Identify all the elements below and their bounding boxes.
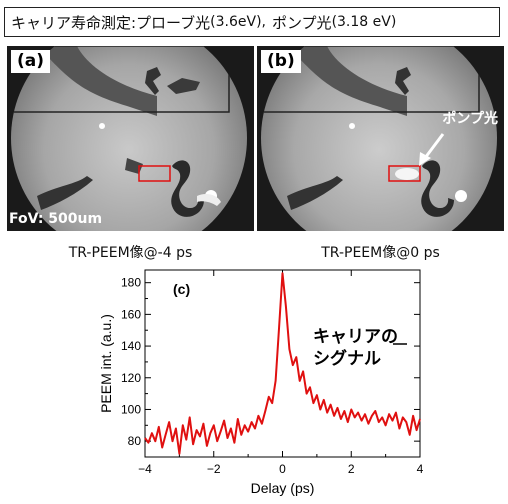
chart-panel-label: (c) <box>173 281 190 297</box>
peem-image-a-graphic <box>7 46 254 231</box>
y-tick-label: 100 <box>121 402 141 416</box>
y-tick-label: 160 <box>121 307 141 321</box>
fov-label: FoV: 500um <box>9 211 103 227</box>
y-tick-label: 140 <box>121 339 141 353</box>
x-tick-label: 0 <box>279 462 286 476</box>
title-probe-energy: (3.6eV), <box>210 14 266 30</box>
y-tick-label: 120 <box>121 371 141 385</box>
y-tick-label: 80 <box>128 434 142 448</box>
pump-arrow-shaft <box>423 133 445 159</box>
y-tick-label: 180 <box>121 276 141 290</box>
figure-title: キャリア寿命測定:プローブ光 (3.6eV), ポンプ光 (3.18 eV) <box>4 7 500 37</box>
carrier-signal-annotation-line2: シグナル <box>313 348 381 368</box>
title-main: キャリア寿命測定:プローブ光 <box>11 13 211 32</box>
delay-chart: −4 −2 0 2 4 80 100 120 140 160 180 Delay (ps) PEEM i… <box>98 269 424 496</box>
title-pump-energy: (3.18 eV) <box>331 14 397 30</box>
x-tick-label: −2 <box>207 462 221 476</box>
peem-image-b: (b) ポンプ光 <box>257 46 504 231</box>
peem-image-b-graphic <box>257 46 504 231</box>
carrier-signal-annotation-line1: キャリアの <box>313 327 398 346</box>
x-axis-label: Delay (ps) <box>251 480 315 496</box>
panel-a-label: (a) <box>11 50 51 73</box>
plot-area: −4 −2 0 2 4 80 100 120 140 160 180 Delay (ps) PEEM i… <box>98 269 424 496</box>
caption-a: TR-PEEM像@-4 ps <box>68 245 193 261</box>
series-line <box>144 272 421 455</box>
x-tick-label: −4 <box>138 462 152 476</box>
y-axis-label: PEEM int. (a.u.) <box>98 314 114 413</box>
pump-light-label: ポンプ光 <box>442 111 498 127</box>
peem-image-a: (a) FoV: 500um <box>7 46 254 231</box>
x-tick-label: 4 <box>417 462 424 476</box>
panel-b-label: (b) <box>261 50 301 73</box>
pump-arrow-head <box>419 152 431 166</box>
title-pump: ポンプ光 <box>272 13 332 32</box>
caption-b: TR-PEEM像@0 ps <box>321 245 440 261</box>
x-tick-label: 2 <box>348 462 355 476</box>
